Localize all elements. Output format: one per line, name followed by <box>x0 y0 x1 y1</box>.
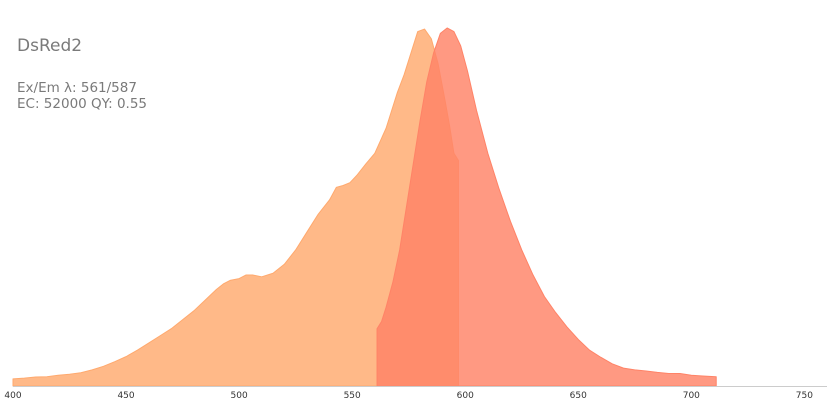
emission-area <box>376 27 717 387</box>
x-tick-label: 750 <box>796 391 813 401</box>
x-tick-label: 600 <box>457 391 474 401</box>
x-tick-label: 450 <box>117 391 134 401</box>
chart-title: DsRed2 <box>17 36 83 56</box>
x-tick-label: 550 <box>344 391 361 401</box>
ec-qy-label: EC: 52000 QY: 0.55 <box>17 96 148 112</box>
excitation-emission-label: Ex/Em λ: 561/587 <box>17 80 137 96</box>
x-tick-label: 700 <box>683 391 700 401</box>
x-tick-label: 500 <box>231 391 248 401</box>
excitation-area <box>12 28 459 387</box>
x-tick-label: 400 <box>4 391 21 401</box>
x-tick-label: 650 <box>570 391 587 401</box>
